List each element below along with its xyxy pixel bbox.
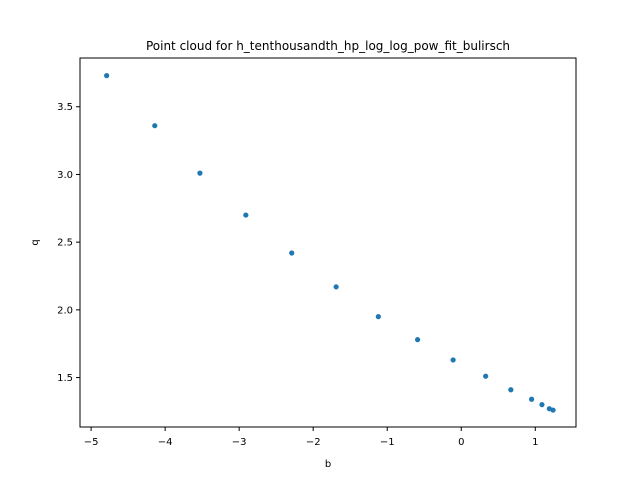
plot-area-frame bbox=[79, 57, 577, 428]
x-tick-label: 0 bbox=[458, 437, 464, 448]
y-tick-label: 1.5 bbox=[57, 373, 73, 384]
y-tick-label: 3.5 bbox=[57, 102, 73, 113]
y-axis-label: q bbox=[30, 239, 41, 245]
x-tick-label: −5 bbox=[84, 437, 99, 448]
x-tick-label: −2 bbox=[306, 437, 321, 448]
data-point bbox=[450, 357, 456, 363]
data-point bbox=[375, 314, 381, 320]
y-tick-label: 2.5 bbox=[57, 238, 73, 249]
data-point bbox=[243, 212, 249, 218]
data-point bbox=[414, 337, 421, 343]
data-point bbox=[152, 123, 158, 129]
x-axis-label: b bbox=[325, 459, 331, 470]
x-tick-label: −3 bbox=[232, 437, 247, 448]
data-points bbox=[104, 73, 556, 413]
data-point bbox=[333, 284, 339, 290]
data-point bbox=[104, 73, 110, 79]
data-point bbox=[528, 396, 535, 402]
y-tick-label: 3.0 bbox=[57, 170, 73, 181]
data-point bbox=[539, 402, 545, 408]
data-point bbox=[289, 250, 295, 256]
x-tick-label: −1 bbox=[380, 437, 395, 448]
data-point bbox=[197, 170, 203, 176]
data-point bbox=[483, 373, 489, 379]
x-tick-label: −4 bbox=[158, 437, 173, 448]
axis-ticks: −5 −4 −3 −2 −1 0 1 1.5 2.0 2.5 3.0 3.5 bbox=[57, 102, 538, 448]
y-tick-label: 2.0 bbox=[57, 305, 73, 316]
data-point bbox=[508, 387, 514, 393]
data-point bbox=[550, 407, 556, 413]
chart-title: Point cloud for h_tenthousandth_hp_log_l… bbox=[146, 39, 510, 53]
x-tick-label: 1 bbox=[532, 437, 538, 448]
